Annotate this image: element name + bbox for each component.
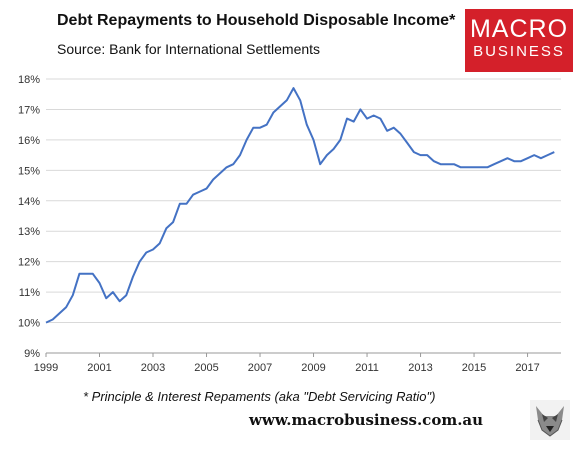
y-tick-label: 10% [18, 318, 40, 330]
series-line [45, 87, 555, 324]
x-tick-label: 2009 [301, 362, 325, 374]
gridlines [46, 78, 561, 324]
x-tick-label: 2015 [462, 362, 486, 374]
x-tick-label: 2011 [355, 362, 379, 374]
y-tick-label: 11% [19, 287, 40, 299]
y-tick-label: 17% [18, 104, 40, 116]
y-tick-label: 14% [18, 196, 40, 208]
x-tick-label: 2017 [515, 362, 539, 374]
wolf-icon [530, 400, 570, 440]
y-axis-ticks: 9% 10% 11% 12% 13% 14% 15% 16% 17% 18% [18, 74, 40, 360]
line-chart: 9% 10% 11% 12% 13% 14% 15% 16% 17% 18% 1999 2001 20… [18, 74, 561, 374]
macrobusiness-logo: MACRO BUSINESS [465, 9, 573, 72]
y-tick-label: 13% [18, 226, 40, 238]
series-group [45, 87, 555, 324]
x-tick-label: 2007 [248, 362, 272, 374]
x-axis-ticks: 1999 2001 2003 2005 2007 2009 2011 2013 2015 2017 [34, 353, 540, 374]
x-tick-label: 2003 [141, 362, 165, 374]
x-tick-label: 2005 [194, 362, 218, 374]
logo-line-1: MACRO [469, 15, 569, 43]
chart-title: Debt Repayments to Household Disposable … [57, 12, 456, 29]
y-tick-label: 12% [18, 257, 40, 269]
y-tick-label: 15% [18, 165, 40, 177]
website-url: www.macrobusiness.com.au [249, 411, 484, 429]
chart-source: Source: Bank for International Settlemen… [57, 41, 321, 57]
footnote: * Principle & Interest Repaments (aka "D… [83, 389, 436, 404]
x-tick-label: 2013 [408, 362, 432, 374]
x-tick-label: 2001 [87, 362, 111, 374]
y-tick-label: 9% [24, 348, 40, 360]
y-tick-label: 18% [18, 74, 40, 86]
logo-line-2: BUSINESS [473, 43, 565, 60]
y-tick-label: 16% [18, 135, 40, 147]
x-tick-label: 1999 [34, 362, 58, 374]
